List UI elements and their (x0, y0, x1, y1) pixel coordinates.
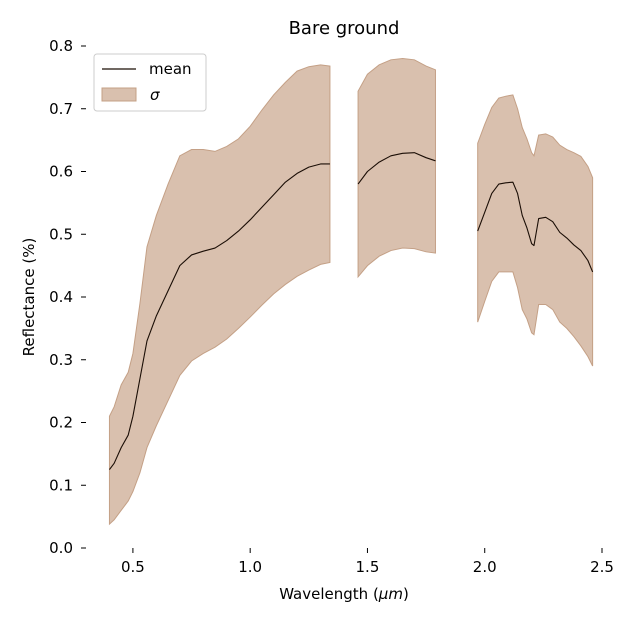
y-tick-label: 0.0 (49, 539, 73, 557)
y-axis-title: Reflectance (%) (20, 238, 38, 357)
x-axis-title: Wavelength (μm) (279, 585, 409, 603)
y-tick-label: 0.4 (49, 288, 73, 306)
x-axis-title-unit: μm (378, 585, 403, 603)
x-axis: 0.5 1.0 1.5 2.0 2.5 (121, 548, 614, 576)
legend-sigma-label: σ (150, 86, 160, 104)
legend-mean-label: mean (149, 60, 192, 78)
sigma-band-3 (477, 94, 594, 367)
y-axis: 0.0 0.1 0.2 0.3 0.4 0.5 0.6 0.7 0.8 (49, 37, 86, 557)
sigma-band-1 (108, 64, 331, 526)
mean-line-3 (477, 181, 594, 273)
legend: mean σ (93, 53, 207, 112)
y-tick-label: 0.8 (49, 37, 73, 55)
x-tick-label: 0.5 (121, 558, 145, 576)
mean-line-1 (109, 163, 330, 470)
y-tick-label: 0.2 (49, 414, 73, 432)
y-tick-label: 0.5 (49, 225, 73, 243)
x-axis-title-prefix: Wavelength ( (279, 585, 379, 603)
y-tick-label: 0.7 (49, 100, 73, 118)
y-tick-label: 0.1 (49, 476, 73, 494)
y-tick-label: 0.6 (49, 163, 73, 181)
x-tick-label: 1.0 (238, 558, 262, 576)
plot-area (108, 58, 594, 526)
x-tick-label: 1.5 (356, 558, 380, 576)
y-tick-label: 0.3 (49, 351, 73, 369)
sigma-band-2 (357, 58, 436, 279)
x-axis-title-suffix: ) (403, 585, 409, 603)
chart-title: Bare ground (289, 18, 400, 39)
legend-sigma-swatch (101, 87, 137, 102)
x-tick-label: 2.5 (590, 558, 614, 576)
x-tick-label: 2.0 (473, 558, 497, 576)
mean-line-2 (357, 152, 436, 185)
